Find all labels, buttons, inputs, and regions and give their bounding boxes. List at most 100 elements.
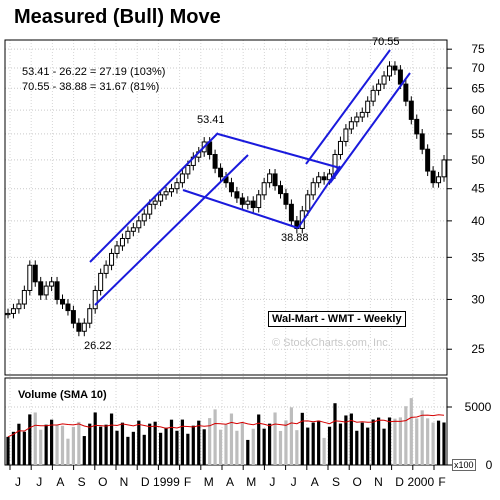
price-bars bbox=[5, 61, 447, 337]
volume-bar bbox=[33, 412, 37, 465]
volume-bar bbox=[115, 430, 119, 465]
time-tick-label: D bbox=[395, 475, 404, 489]
volume-bar bbox=[366, 427, 370, 465]
volume-bar bbox=[99, 426, 103, 465]
time-tick-label: O bbox=[98, 475, 107, 489]
volume-bar bbox=[28, 414, 32, 465]
volume-bar bbox=[202, 429, 206, 465]
price-bar bbox=[152, 196, 158, 210]
volume-bar bbox=[131, 431, 135, 465]
volume-bar bbox=[175, 430, 179, 465]
price-bar bbox=[310, 177, 316, 200]
flag-upper bbox=[217, 133, 341, 169]
time-tick-label: S bbox=[78, 475, 86, 489]
price-bar bbox=[239, 193, 245, 210]
volume-bar bbox=[426, 418, 430, 465]
price-tick-label: 35 bbox=[471, 250, 485, 264]
price-bar bbox=[250, 196, 256, 213]
price-bar bbox=[414, 114, 420, 139]
volume-bar bbox=[284, 420, 288, 465]
price-bar bbox=[141, 209, 147, 226]
price-bar bbox=[343, 124, 349, 147]
volume-bar bbox=[60, 425, 65, 465]
volume-bar bbox=[355, 430, 359, 465]
volume-axis: 5000 0 bbox=[447, 400, 493, 472]
price-bar bbox=[169, 183, 174, 197]
volume-bar bbox=[224, 424, 228, 465]
volume-bar bbox=[104, 424, 108, 465]
measure-calc-1: 53.41 - 26.22 = 27.19 (103%) bbox=[22, 66, 166, 78]
time-tick-label: 1999 bbox=[153, 475, 180, 489]
price-bar bbox=[387, 61, 392, 81]
volume-bar bbox=[377, 417, 381, 465]
price-tick-label: 25 bbox=[471, 342, 485, 356]
volume-bar bbox=[387, 417, 392, 465]
price-bar bbox=[245, 196, 251, 210]
trendlines bbox=[89, 49, 411, 306]
volume-tick-label: 5000 bbox=[465, 400, 492, 414]
price-bar bbox=[354, 112, 360, 127]
price-bar bbox=[43, 281, 49, 300]
volume-bar bbox=[322, 437, 326, 465]
time-tick-label: A bbox=[311, 475, 319, 489]
price-bar bbox=[136, 215, 142, 233]
time-tick-label: M bbox=[204, 475, 214, 489]
time-tick-label: J bbox=[269, 475, 275, 489]
price-bar bbox=[272, 169, 278, 191]
time-tick-label: A bbox=[56, 475, 64, 489]
price-tick-label: 40 bbox=[471, 214, 485, 228]
ticker-label: Wal-Mart - WMT - Weekly bbox=[268, 311, 406, 327]
volume-bar bbox=[169, 419, 174, 465]
volume-bar bbox=[93, 412, 97, 465]
price-bar bbox=[98, 268, 104, 296]
price-bar bbox=[76, 318, 82, 337]
price-bar bbox=[103, 260, 109, 279]
volume-bar bbox=[180, 419, 184, 465]
time-tick-label: N bbox=[120, 475, 129, 489]
price-bar bbox=[305, 189, 311, 216]
volume-sma-line bbox=[7, 414, 445, 438]
price-bar bbox=[174, 177, 180, 194]
price-bar bbox=[365, 96, 371, 118]
price-bar bbox=[54, 276, 60, 305]
price-bar bbox=[190, 152, 196, 171]
price-bar bbox=[218, 163, 224, 182]
price-bar bbox=[419, 129, 425, 155]
volume-bar bbox=[153, 421, 157, 465]
channel2-lower bbox=[329, 72, 411, 184]
price-bar bbox=[359, 107, 365, 123]
price-bar bbox=[381, 71, 387, 90]
volume-bar bbox=[39, 429, 43, 465]
volume-bar bbox=[262, 428, 266, 465]
volume-bar bbox=[333, 403, 337, 465]
price-bar bbox=[436, 171, 442, 188]
measure-calc-2: 70.55 - 38.88 = 31.67 (81%) bbox=[22, 81, 160, 93]
price-bar bbox=[283, 188, 289, 210]
volume-bar bbox=[137, 420, 141, 465]
time-axis: J J A S O N D 1999 F M A M J J A S O N D 2000 F bbox=[9, 465, 446, 489]
price-bar bbox=[288, 199, 294, 226]
volume-bar bbox=[186, 433, 190, 465]
volume-bar bbox=[311, 422, 315, 465]
volume-bar bbox=[398, 417, 402, 465]
time-tick-label: N bbox=[374, 475, 383, 489]
annotation-low-1: 26.22 bbox=[84, 340, 112, 352]
volume-bar bbox=[278, 430, 283, 465]
time-tick-label: O bbox=[353, 475, 362, 489]
volume-bar bbox=[11, 431, 16, 465]
volume-bar bbox=[442, 422, 446, 465]
price-bar bbox=[65, 299, 71, 316]
time-tick-label: J bbox=[291, 475, 297, 489]
volume-bar bbox=[191, 425, 195, 465]
price-bar bbox=[49, 276, 55, 292]
volume-bar bbox=[393, 418, 397, 465]
volume-bar bbox=[44, 424, 48, 465]
chart-grid bbox=[5, 48, 447, 408]
volume-bar bbox=[197, 420, 201, 465]
volume-bar bbox=[71, 426, 75, 465]
price-bar bbox=[403, 79, 409, 107]
price-axis: 75 70 65 60 55 50 45 40 35 30 25 bbox=[447, 42, 485, 356]
price-bar bbox=[109, 248, 115, 271]
price-bar bbox=[81, 318, 87, 337]
price-bar bbox=[228, 177, 234, 197]
